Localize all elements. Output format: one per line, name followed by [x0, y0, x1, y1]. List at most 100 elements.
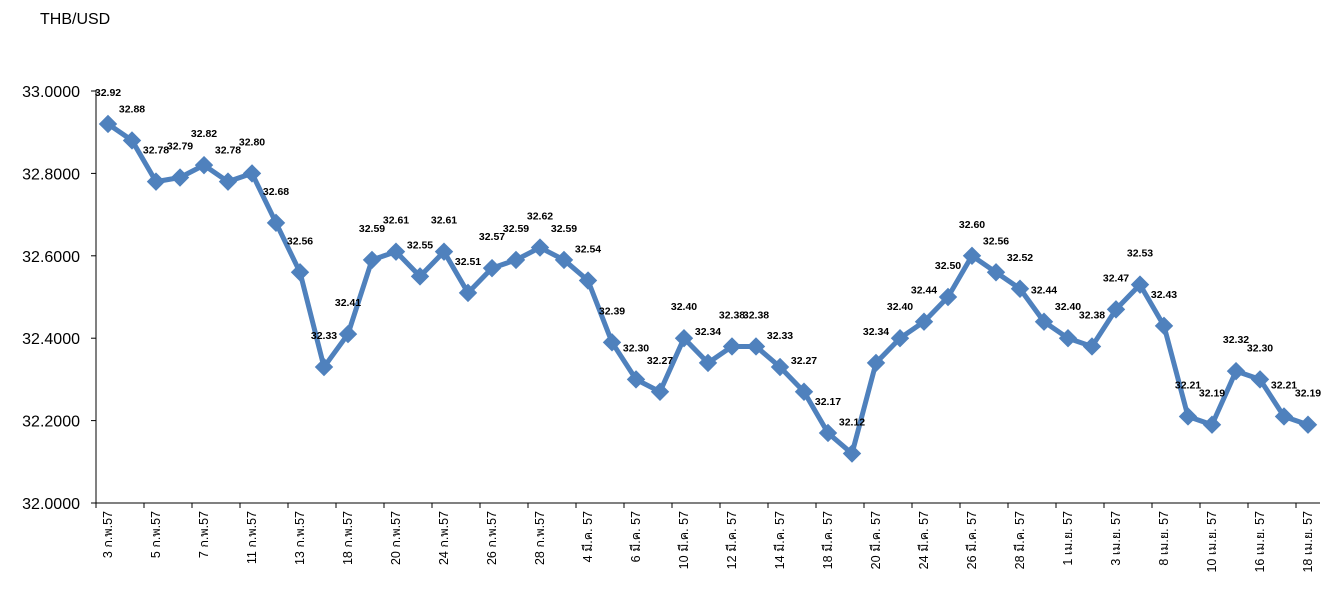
data-label: 32.40	[887, 301, 913, 313]
data-label: 32.88	[119, 103, 145, 115]
data-label: 32.51	[455, 256, 481, 268]
data-label: 32.19	[1199, 388, 1225, 400]
data-point-marker	[506, 250, 526, 270]
data-label: 32.60	[959, 219, 985, 231]
data-label: 32.30	[623, 342, 649, 354]
data-point-marker	[98, 114, 118, 134]
data-label: 32.56	[983, 235, 1009, 247]
data-label: 32.32	[1223, 334, 1249, 346]
data-point-marker	[482, 258, 502, 278]
x-tick-label: 20 ก.พ.57	[389, 511, 403, 565]
data-point-marker	[818, 423, 838, 443]
x-tick-label: 10 เม.ย. 57	[1205, 511, 1219, 573]
data-point-marker	[770, 357, 790, 377]
data-point-marker	[1274, 407, 1294, 426]
data-label: 32.21	[1175, 379, 1201, 391]
y-unit-label: THB/USD	[40, 11, 110, 28]
y-tick-label: 32.0000	[22, 496, 80, 513]
data-point-marker	[338, 324, 358, 344]
data-point-marker	[242, 164, 262, 183]
data-point-marker	[1178, 407, 1198, 426]
x-tick-label: 26 มี.ค. 57	[965, 511, 979, 569]
y-tick-label: 32.2000	[22, 414, 80, 431]
data-label: 32.19	[1295, 388, 1321, 400]
data-label: 32.27	[647, 355, 673, 367]
x-tick-label: 16 เม.ย. 57	[1253, 511, 1267, 573]
data-label: 32.44	[911, 285, 937, 297]
y-tick-label: 33.0000	[22, 84, 80, 101]
x-tick-label: 3 ก.พ.57	[101, 511, 115, 558]
data-label: 32.34	[695, 326, 721, 338]
data-point-marker	[458, 283, 478, 303]
data-label: 32.33	[767, 330, 793, 342]
data-point-marker	[290, 263, 310, 282]
x-tick-label: 11 ก.พ.57	[245, 511, 259, 564]
x-tick-label: 18 ก.พ.57	[341, 511, 355, 565]
data-label: 32.78	[215, 145, 241, 157]
data-label: 32.47	[1103, 272, 1129, 284]
data-point-marker	[122, 131, 142, 150]
x-tick-label: 6 มี.ค. 57	[629, 511, 643, 562]
data-label: 32.43	[1151, 289, 1177, 301]
x-tick-label: 13 ก.พ.57	[293, 511, 307, 565]
x-tick-label: 1 เม.ย. 57	[1061, 511, 1075, 566]
data-label: 32.79	[167, 141, 193, 153]
data-point-marker	[674, 328, 694, 348]
data-label: 32.56	[287, 235, 313, 247]
data-label: 32.38	[743, 309, 769, 321]
data-label: 32.62	[527, 211, 553, 223]
data-label: 32.41	[335, 297, 361, 309]
x-tick-label: 12 มี.ค. 57	[725, 511, 739, 569]
x-tick-label: 3 เม.ย. 57	[1109, 511, 1123, 566]
data-point-marker	[1226, 361, 1246, 381]
x-tick-label: 4 มี.ค. 57	[581, 511, 595, 562]
data-point-marker	[218, 172, 238, 191]
marker-group	[98, 114, 1318, 463]
data-point-marker	[602, 333, 622, 352]
data-label: 32.50	[935, 260, 961, 272]
data-label: 32.44	[1031, 285, 1057, 297]
data-point-marker	[1130, 275, 1150, 294]
data-label: 32.59	[359, 223, 385, 235]
data-label: 32.38	[719, 309, 745, 321]
data-label: 32.40	[1055, 301, 1081, 313]
data-label: 32.40	[671, 301, 697, 313]
data-point-marker	[866, 353, 886, 373]
data-point-marker	[1250, 370, 1270, 389]
x-tick-label: 24 ก.พ.57	[437, 511, 451, 565]
data-point-marker	[1034, 312, 1054, 331]
data-point-marker	[938, 287, 958, 307]
data-label-group: 32.9232.8832.7832.7932.8232.7832.8032.68…	[95, 87, 1321, 429]
data-point-marker	[314, 357, 334, 377]
data-point-marker	[962, 246, 982, 266]
data-point-marker	[1082, 337, 1102, 356]
data-point-marker	[530, 238, 550, 257]
data-point-marker	[650, 382, 670, 401]
data-label: 32.33	[311, 330, 337, 342]
x-tick-label: 26 ก.พ.57	[485, 511, 499, 565]
data-label: 32.27	[791, 355, 817, 367]
data-point-marker	[626, 370, 646, 389]
data-label: 32.54	[575, 244, 601, 256]
data-point-marker	[722, 337, 742, 356]
data-point-marker	[146, 172, 166, 191]
data-label: 32.82	[191, 128, 217, 140]
data-point-marker	[410, 267, 430, 286]
data-point-marker	[434, 242, 454, 261]
data-point-marker	[362, 250, 382, 270]
data-label: 32.30	[1247, 342, 1273, 354]
x-tick-label: 10 มี.ค. 57	[677, 511, 691, 569]
data-label: 32.61	[383, 215, 409, 227]
data-point-marker	[1298, 415, 1318, 434]
data-label: 32.12	[839, 417, 865, 429]
data-label: 32.59	[551, 223, 577, 235]
x-tick-label: 18 มี.ค. 57	[821, 511, 835, 569]
x-tick-label: 7 ก.พ.57	[197, 511, 211, 558]
y-tick-label: 32.4000	[22, 331, 80, 348]
data-label: 32.68	[263, 186, 289, 198]
data-label: 32.17	[815, 396, 841, 408]
data-label: 32.34	[863, 326, 889, 338]
data-label: 32.39	[599, 305, 625, 317]
data-label: 32.21	[1271, 379, 1297, 391]
